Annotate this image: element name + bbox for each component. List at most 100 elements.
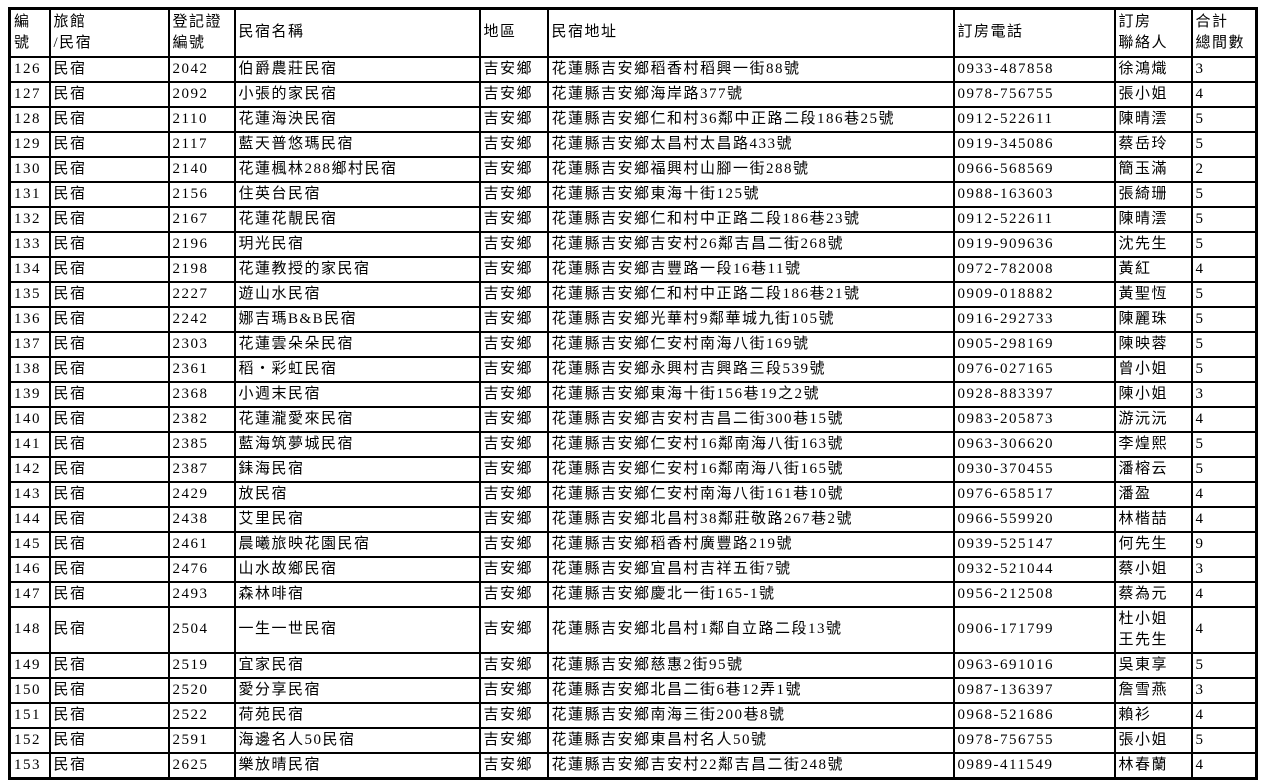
cell-phone: 0978-756755: [952, 726, 1116, 754]
cell-contact: 張小姐: [1113, 80, 1193, 108]
cell-rooms: 5: [1190, 205, 1258, 233]
cell-contact: 陳麗珠: [1113, 305, 1193, 333]
cell-name: 宜家民宿: [233, 651, 481, 679]
cell-type: 民宿: [48, 180, 170, 208]
cell-type: 民宿: [48, 155, 170, 183]
cell-rooms: 5: [1190, 726, 1258, 754]
cell-type: 民宿: [48, 651, 170, 679]
table-header-row: 編 號 旅館 /民宿 登記證 編號 民宿名稱 地區 民宿地址 訂房電話 訂房 聯…: [8, 7, 1258, 58]
table-row: 140 民宿 2382 花蓮瀧愛來民宿 吉安鄉 花蓮縣吉安鄉吉安村吉昌二街300巷15號 0…: [8, 405, 1258, 433]
cell-reg: 2361: [167, 355, 236, 383]
cell-name: 花蓮花靚民宿: [233, 205, 481, 233]
column-header-reg: 登記證 編號: [167, 7, 236, 58]
cell-reg: 2196: [167, 230, 236, 258]
cell-type: 民宿: [48, 380, 170, 408]
table-row: 136 民宿 2242 娜吉瑪B&B民宿 吉安鄉 花蓮縣吉安鄉光華村9鄰華城九街105號 0…: [8, 305, 1258, 333]
table-row: 147 民宿 2493 森林啡宿 吉安鄉 花蓮縣吉安鄉慶北一街165-1號 0956-212…: [8, 580, 1258, 608]
cell-type: 民宿: [48, 55, 170, 83]
cell-region: 吉安鄉: [478, 280, 549, 308]
cell-rooms: 4: [1190, 605, 1258, 654]
cell-reg: 2140: [167, 155, 236, 183]
cell-no: 152: [8, 726, 51, 754]
cell-contact: 陳映蓉: [1113, 330, 1193, 358]
cell-address: 花蓮縣吉安鄉北昌村38鄰莊敬路267巷2號: [546, 505, 955, 533]
cell-type: 民宿: [48, 130, 170, 158]
cell-reg: 2387: [167, 455, 236, 483]
cell-no: 151: [8, 701, 51, 729]
table-row: 143 民宿 2429 放民宿 吉安鄉 花蓮縣吉安鄉仁安村南海八街161巷10號 0976-…: [8, 480, 1258, 508]
table-row: 133 民宿 2196 玥光民宿 吉安鄉 花蓮縣吉安鄉吉安村26鄰吉昌二街268號 0919…: [8, 230, 1258, 258]
cell-phone: 0909-018882: [952, 280, 1116, 308]
cell-no: 140: [8, 405, 51, 433]
cell-region: 吉安鄉: [478, 330, 549, 358]
cell-type: 民宿: [48, 430, 170, 458]
cell-phone: 0968-521686: [952, 701, 1116, 729]
cell-rooms: 4: [1190, 701, 1258, 729]
cell-no: 131: [8, 180, 51, 208]
cell-no: 149: [8, 651, 51, 679]
table-row: 132 民宿 2167 花蓮花靚民宿 吉安鄉 花蓮縣吉安鄉仁和村中正路二段186巷23號 0…: [8, 205, 1258, 233]
cell-reg: 2504: [167, 605, 236, 654]
cell-contact: 潘榕云: [1113, 455, 1193, 483]
cell-name: 山水故鄉民宿: [233, 555, 481, 583]
cell-address: 花蓮縣吉安鄉仁安村16鄰南海八街163號: [546, 430, 955, 458]
cell-reg: 2591: [167, 726, 236, 754]
cell-phone: 0966-568569: [952, 155, 1116, 183]
cell-region: 吉安鄉: [478, 701, 549, 729]
cell-type: 民宿: [48, 280, 170, 308]
table-row: 151 民宿 2522 荷苑民宿 吉安鄉 花蓮縣吉安鄉南海三街200巷8號 0968-521…: [8, 701, 1258, 729]
column-header-rooms: 合計 總間數: [1190, 7, 1258, 58]
cell-reg: 2117: [167, 130, 236, 158]
cell-address: 花蓮縣吉安鄉吉安村吉昌二街300巷15號: [546, 405, 955, 433]
table-row: 137 民宿 2303 花蓮雲朵朵民宿 吉安鄉 花蓮縣吉安鄉仁安村南海八街169號 0905…: [8, 330, 1258, 358]
cell-contact: 張小姐: [1113, 726, 1193, 754]
cell-phone: 0932-521044: [952, 555, 1116, 583]
cell-name: 海邊名人50民宿: [233, 726, 481, 754]
cell-type: 民宿: [48, 605, 170, 654]
cell-phone: 0983-205873: [952, 405, 1116, 433]
cell-no: 144: [8, 505, 51, 533]
cell-no: 142: [8, 455, 51, 483]
cell-rooms: 3: [1190, 676, 1258, 704]
cell-contact: 蔡小姐: [1113, 555, 1193, 583]
cell-type: 民宿: [48, 455, 170, 483]
cell-contact: 杜小姐 王先生: [1113, 605, 1193, 654]
cell-no: 132: [8, 205, 51, 233]
cell-address: 花蓮縣吉安鄉吉豐路一段16巷11號: [546, 255, 955, 283]
cell-phone: 0988-163603: [952, 180, 1116, 208]
cell-no: 153: [8, 751, 51, 779]
cell-reg: 2519: [167, 651, 236, 679]
cell-name: 花蓮教授的家民宿: [233, 255, 481, 283]
cell-region: 吉安鄉: [478, 230, 549, 258]
cell-phone: 0930-370455: [952, 455, 1116, 483]
cell-name: 銇海民宿: [233, 455, 481, 483]
cell-rooms: 4: [1190, 80, 1258, 108]
cell-type: 民宿: [48, 230, 170, 258]
cell-region: 吉安鄉: [478, 105, 549, 133]
column-header-type: 旅館 /民宿: [48, 7, 170, 58]
column-header-region: 地區: [478, 7, 549, 58]
cell-name: 住英台民宿: [233, 180, 481, 208]
table-row: 139 民宿 2368 小週末民宿 吉安鄉 花蓮縣吉安鄉東海十街156巷19之2號 0928…: [8, 380, 1258, 408]
cell-no: 128: [8, 105, 51, 133]
cell-rooms: 2: [1190, 155, 1258, 183]
cell-reg: 2476: [167, 555, 236, 583]
cell-contact: 李煌熙: [1113, 430, 1193, 458]
cell-address: 花蓮縣吉安鄉南海三街200巷8號: [546, 701, 955, 729]
cell-reg: 2522: [167, 701, 236, 729]
cell-type: 民宿: [48, 676, 170, 704]
cell-contact: 游沅沅: [1113, 405, 1193, 433]
cell-reg: 2493: [167, 580, 236, 608]
cell-type: 民宿: [48, 726, 170, 754]
cell-no: 136: [8, 305, 51, 333]
cell-reg: 2303: [167, 330, 236, 358]
cell-name: 稻・彩虹民宿: [233, 355, 481, 383]
cell-reg: 2042: [167, 55, 236, 83]
cell-region: 吉安鄉: [478, 430, 549, 458]
cell-contact: 徐鴻熾: [1113, 55, 1193, 83]
cell-rooms: 5: [1190, 130, 1258, 158]
cell-region: 吉安鄉: [478, 355, 549, 383]
cell-contact: 林楷喆: [1113, 505, 1193, 533]
cell-phone: 0987-136397: [952, 676, 1116, 704]
